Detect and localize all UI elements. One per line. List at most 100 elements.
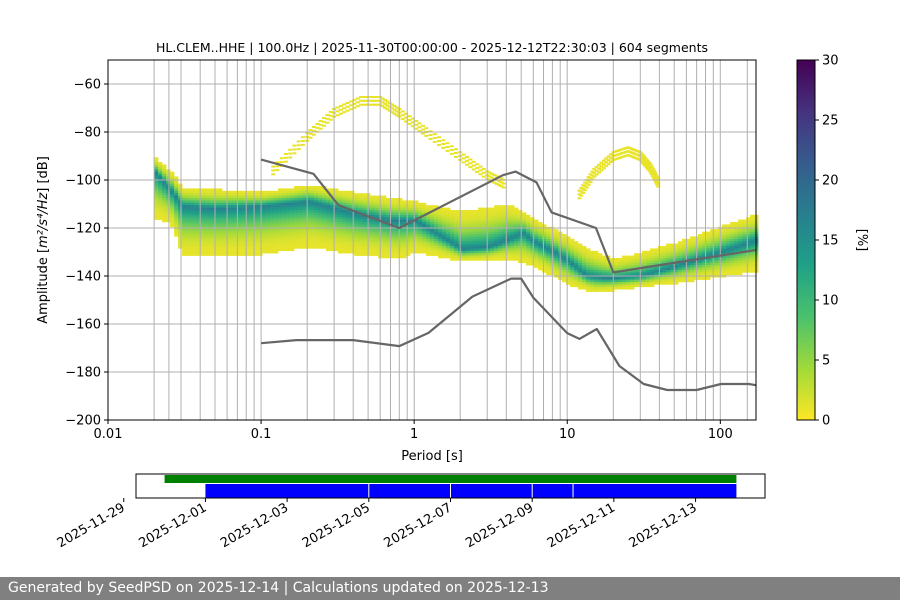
heatmap-cell bbox=[722, 236, 727, 240]
heatmap-cell bbox=[226, 248, 231, 252]
heatmap-cell bbox=[242, 198, 247, 201]
heatmap-cell bbox=[274, 246, 279, 249]
heatmap-cell bbox=[742, 258, 747, 261]
x-axis-ticks: 0.01 0.1 1 10 100 bbox=[94, 420, 733, 442]
heatmap-cell bbox=[308, 136, 313, 139]
heatmap-cell bbox=[154, 166, 159, 170]
heatmap-cell bbox=[410, 214, 415, 218]
heatmap-cell bbox=[278, 202, 283, 206]
heatmap-cell bbox=[590, 272, 595, 276]
heatmap-cell bbox=[322, 200, 327, 204]
heatmap-cell bbox=[446, 231, 451, 235]
heatmap-cell bbox=[218, 193, 223, 196]
heatmap-cell bbox=[398, 224, 403, 228]
heatmap-cell bbox=[466, 250, 471, 254]
heatmap-cell bbox=[690, 277, 695, 280]
heatmap-cell bbox=[254, 193, 259, 196]
heatmap-cell bbox=[234, 253, 239, 256]
heatmap-cell bbox=[514, 222, 519, 225]
heatmap-cell bbox=[418, 231, 423, 235]
heatmap-cell bbox=[430, 236, 435, 240]
heatmap-cell bbox=[643, 161, 648, 163]
heatmap-cell bbox=[490, 214, 495, 218]
heatmap-cell bbox=[642, 253, 647, 256]
heatmap-cell bbox=[586, 176, 591, 179]
heatmap-cell bbox=[238, 250, 243, 254]
heatmap-cell bbox=[262, 200, 267, 204]
heatmap-cell bbox=[590, 279, 595, 283]
heatmap-cell bbox=[666, 272, 671, 276]
heatmap-cell bbox=[486, 255, 491, 259]
heatmap-cell bbox=[474, 231, 479, 235]
heatmap-cell bbox=[330, 236, 335, 240]
heatmap-cell bbox=[566, 265, 571, 268]
heatmap-cell bbox=[518, 234, 523, 237]
heatmap-cell bbox=[210, 246, 215, 249]
heatmap-cell bbox=[422, 246, 427, 249]
heatmap-cell bbox=[750, 234, 755, 237]
heatmap-cell bbox=[350, 198, 355, 201]
heatmap-cell bbox=[682, 265, 687, 268]
heatmap-cell bbox=[354, 193, 359, 196]
heatmap-cell bbox=[445, 142, 450, 145]
heatmap-cell bbox=[386, 205, 391, 208]
heatmap-cell bbox=[338, 193, 343, 196]
heatmap-cell bbox=[194, 205, 199, 208]
heatmap-cell bbox=[606, 286, 611, 290]
heatmap-cell bbox=[354, 229, 359, 232]
heatmap-cell bbox=[178, 229, 183, 232]
heatmap-cell bbox=[266, 222, 271, 225]
heatmap-cell bbox=[502, 238, 507, 242]
heatmap-cell bbox=[330, 200, 335, 204]
heatmap-cell bbox=[410, 248, 415, 252]
heatmap-cell bbox=[246, 246, 251, 249]
heatmap-cell bbox=[750, 255, 755, 259]
heatmap-cell bbox=[722, 238, 727, 242]
heatmap-cell bbox=[502, 234, 507, 237]
heatmap-cell bbox=[422, 205, 427, 208]
heatmap-cell bbox=[154, 157, 159, 160]
heatmap-cell bbox=[746, 236, 751, 240]
heatmap-cell bbox=[154, 217, 159, 220]
heatmap-cell bbox=[438, 243, 443, 247]
heatmap-cell bbox=[578, 267, 583, 271]
heatmap-cell bbox=[218, 222, 223, 225]
heatmap-cell bbox=[386, 250, 391, 254]
heatmap-cell bbox=[654, 282, 659, 285]
heatmap-cell bbox=[454, 222, 459, 225]
heatmap-cell bbox=[310, 231, 315, 235]
heatmap-cell bbox=[498, 234, 503, 237]
heatmap-cell bbox=[186, 188, 191, 192]
heatmap-cell bbox=[598, 255, 603, 259]
heatmap-cell bbox=[734, 262, 739, 266]
heatmap-cell bbox=[178, 246, 183, 249]
heatmap-cell bbox=[374, 241, 379, 244]
heatmap-cell bbox=[354, 198, 359, 201]
heatmap-cell bbox=[190, 243, 195, 247]
heatmap-cell bbox=[266, 202, 271, 206]
heatmap-cell bbox=[318, 219, 323, 223]
heatmap-cell bbox=[359, 99, 364, 102]
heatmap-cell bbox=[294, 229, 299, 232]
heatmap-cell bbox=[290, 202, 295, 206]
heatmap-cell bbox=[418, 202, 423, 206]
heatmap-cell bbox=[742, 260, 747, 264]
heatmap-cell bbox=[618, 277, 623, 280]
heatmap-cell bbox=[334, 236, 339, 240]
heatmap-cell bbox=[562, 262, 567, 266]
y-tick-label: −180 bbox=[65, 366, 101, 381]
heatmap-cell bbox=[230, 212, 235, 216]
heatmap-cell bbox=[422, 250, 427, 254]
heatmap-cell bbox=[302, 241, 307, 244]
heatmap-cell bbox=[606, 272, 611, 276]
heatmap-cell bbox=[274, 207, 279, 211]
heatmap-cell bbox=[362, 241, 367, 244]
heatmap-cell bbox=[454, 148, 458, 151]
heatmap-cell bbox=[562, 267, 567, 271]
heatmap-cell bbox=[514, 214, 519, 218]
heatmap-cell bbox=[174, 190, 179, 194]
heatmap-cell bbox=[230, 217, 235, 220]
heatmap-cell bbox=[210, 231, 215, 235]
heatmap-cell bbox=[294, 195, 299, 199]
